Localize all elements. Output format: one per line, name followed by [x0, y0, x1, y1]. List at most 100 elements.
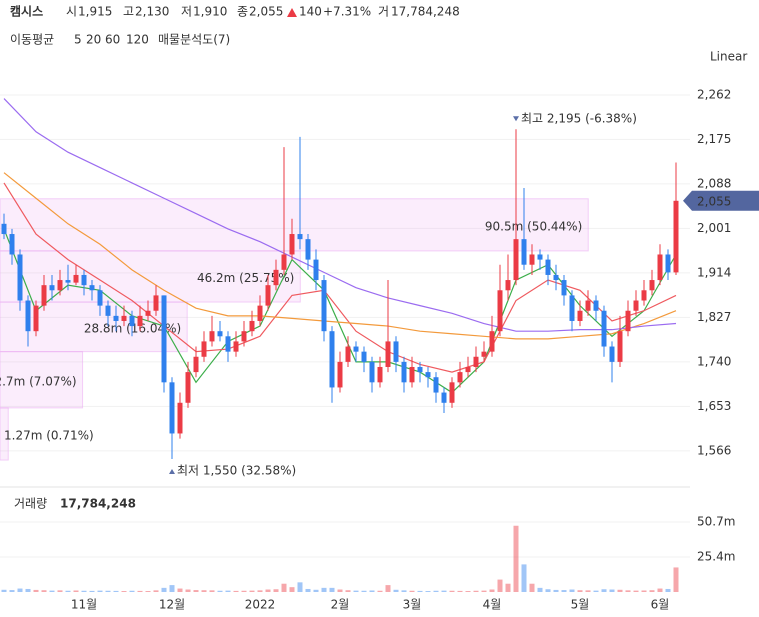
candle-body	[425, 372, 431, 378]
stock-name: 캠시스	[10, 4, 43, 19]
candle-body	[81, 274, 87, 286]
volume-bar	[121, 591, 127, 592]
candle-body	[185, 372, 191, 403]
volume-bar	[577, 590, 583, 592]
candle-body	[369, 361, 375, 383]
volume-bar	[33, 589, 39, 592]
volume-bar	[337, 589, 343, 592]
volume-bar	[201, 590, 207, 592]
x-tick-label: 6월	[651, 598, 670, 612]
candle-body	[401, 361, 407, 383]
quote-value: 1,910	[193, 5, 227, 19]
volume-bar	[657, 588, 663, 592]
candle-body	[545, 259, 551, 275]
x-tick-label: 4월	[483, 598, 502, 612]
candle-body	[193, 356, 199, 373]
x-tick-label: 12월	[159, 598, 185, 612]
candle-body	[241, 331, 247, 342]
candle-body	[337, 361, 343, 388]
volume-bar	[89, 590, 95, 592]
candle-body	[593, 300, 599, 311]
y-tick-label: 2,262	[697, 87, 731, 101]
volume-bar	[521, 564, 527, 592]
volume-bar	[209, 590, 215, 592]
volume-bar	[49, 590, 55, 592]
ma-line	[3, 172, 677, 340]
profile-label: 90.5m (50.44%)	[485, 219, 582, 233]
volume-bar	[185, 589, 191, 592]
candle-body	[409, 366, 415, 383]
candle-body	[505, 280, 511, 291]
volume-bar	[377, 590, 383, 592]
high-annotation: 최고 2,195 (-6.38%)	[521, 112, 637, 126]
volume-bar	[465, 591, 471, 592]
candle-body	[385, 341, 391, 367]
candle-body	[345, 346, 351, 362]
candle-body	[137, 315, 143, 327]
volume-bar	[633, 590, 639, 592]
volume-bar	[97, 590, 103, 592]
candle-body	[465, 366, 471, 373]
candle-body	[297, 234, 303, 240]
volume-bar	[425, 591, 431, 592]
volume-bar	[545, 589, 551, 592]
volume-bar	[257, 590, 263, 592]
quote-value: 2,055	[249, 5, 283, 19]
candle-body	[105, 305, 111, 316]
quote-label: 고	[123, 5, 134, 19]
y-tick-label: 2,001	[697, 221, 731, 235]
candle-body	[305, 239, 311, 260]
volume-bar	[569, 589, 575, 592]
candle-body	[153, 295, 159, 311]
candle-body	[617, 331, 623, 362]
volume-bar	[137, 590, 143, 592]
y-tick-label: 25.4m	[697, 549, 735, 563]
legend-entry: 120	[126, 33, 149, 47]
y-tick-label: 1,566	[697, 443, 731, 457]
volume-bar	[625, 590, 631, 592]
candle-body	[73, 274, 79, 283]
price-tag-label: 2,055	[697, 194, 731, 208]
volume-bar	[529, 583, 535, 592]
volume-bar	[601, 589, 607, 592]
volume-bar	[649, 590, 655, 592]
volume-bar	[161, 587, 167, 592]
change-percent: +7.31%	[323, 5, 371, 19]
volume-bar	[553, 589, 559, 592]
volume-bar	[113, 590, 119, 592]
volume-bar	[289, 587, 295, 592]
candle-body	[609, 346, 615, 362]
volume-bar	[361, 590, 367, 592]
quote-label: 저	[181, 5, 192, 19]
volume-bar	[217, 590, 223, 592]
volume-bar	[449, 590, 455, 592]
volume-bar	[297, 582, 303, 592]
volume-bar	[81, 590, 87, 592]
candle-body	[313, 259, 319, 281]
volume-bar	[353, 590, 359, 592]
volume-bar	[385, 585, 391, 592]
candle-body	[417, 366, 423, 373]
volume-bar	[25, 588, 31, 592]
volume-bar	[281, 583, 287, 592]
candle-body	[473, 356, 479, 367]
candle-body	[113, 315, 119, 321]
candle-body	[497, 290, 503, 332]
candle-body	[129, 315, 135, 327]
candle-body	[353, 346, 359, 352]
candle-body	[17, 254, 23, 301]
candle-body	[121, 315, 127, 321]
candle-body	[449, 382, 455, 403]
scale-label[interactable]: Linear	[710, 50, 747, 64]
candle-body	[217, 331, 223, 337]
candle-body	[665, 254, 671, 273]
volume-bar	[241, 590, 247, 592]
candle-body	[33, 305, 39, 332]
volume-bar	[65, 590, 71, 592]
profile-label: 1.27m (0.71%)	[4, 428, 94, 442]
volume-bar	[497, 579, 503, 592]
candle-body	[169, 382, 175, 434]
y-tick-label: 50.7m	[697, 515, 735, 529]
